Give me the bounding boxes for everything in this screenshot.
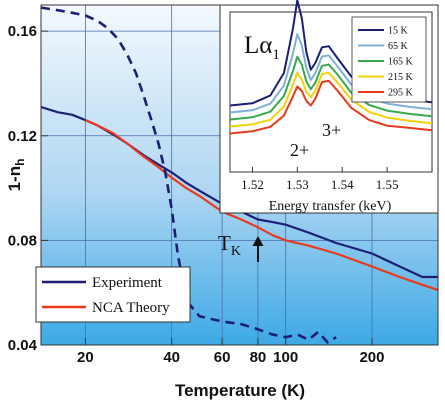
y-tick-label: 0.04	[8, 337, 38, 354]
inset-line-label-sub: 1	[272, 47, 280, 63]
main-series	[40, 6, 439, 344]
inset-series-line	[229, 55, 433, 121]
inset-chart: 1.52 1.53 1.54 1.55 Energy transfer (keV) L…	[219, 0, 439, 214]
main-legend: Experiment NCA Theory	[35, 266, 191, 323]
inset-series-line	[229, 71, 433, 128]
inset-plot-frame	[229, 11, 433, 173]
inset-x-axis-title: Energy transfer (keV)	[269, 199, 392, 214]
y-tick-label: 0.16	[8, 23, 37, 40]
legend-label-theory: NCA Theory	[92, 300, 170, 316]
peak-label-3plus: 3+	[322, 120, 341, 140]
inset-x-tick-label: 1.55	[376, 177, 399, 192]
inset-legend-label: 215 K	[388, 72, 414, 83]
inset-x-tick-label: 1.52	[241, 177, 264, 192]
inset-legend-label: 65 K	[388, 41, 409, 52]
inset-legend-label: 295 K	[388, 88, 414, 99]
inset-legend-label: 15 K	[388, 26, 409, 37]
svg-text:TK: TK	[218, 231, 241, 259]
legend-label-experiment: Experiment	[92, 275, 163, 291]
tk-label: T	[218, 231, 231, 255]
y-tick-label: 0.12	[8, 128, 37, 145]
peak-label-2plus: 2+	[290, 140, 309, 160]
x-tick-label: 20	[77, 349, 94, 366]
inset-line-label-main: Lα	[244, 32, 272, 59]
tk-annotation: TK	[218, 231, 264, 262]
series-dashed-line	[40, 6, 337, 344]
x-tick-label: 100	[273, 349, 298, 366]
inset-ticks: 1.52 1.53 1.54 1.55	[241, 167, 398, 192]
x-tick-label: 80	[250, 349, 267, 366]
inset-line-label: Lα1	[244, 32, 280, 63]
tk-label-sub: K	[231, 244, 241, 259]
series-nca-theory-line	[84, 119, 439, 292]
y-axis-title-sub: h	[13, 159, 27, 166]
x-tick-label: 200	[359, 349, 384, 366]
inset-series-line	[229, 79, 433, 135]
y-axis-title: 1-nh	[5, 159, 27, 192]
inset-legend: 15 K 65 K 165 K 215 K 295 K	[351, 16, 427, 103]
x-axis-title: Temperature (K)	[175, 381, 305, 400]
y-axis-title-main: 1-n	[5, 166, 24, 192]
x-tick-label: 40	[163, 349, 180, 366]
inset-x-tick-label: 1.54	[331, 177, 354, 192]
inset-legend-label: 165 K	[388, 57, 414, 68]
x-tick-label: 60	[214, 349, 231, 366]
ticks: 20 40 60 80 100 200 0.04 0.08 0.12 0.16	[8, 23, 385, 366]
inset-x-tick-label: 1.53	[286, 177, 309, 192]
y-tick-label: 0.08	[8, 232, 37, 249]
tk-arrow-head	[252, 236, 264, 246]
